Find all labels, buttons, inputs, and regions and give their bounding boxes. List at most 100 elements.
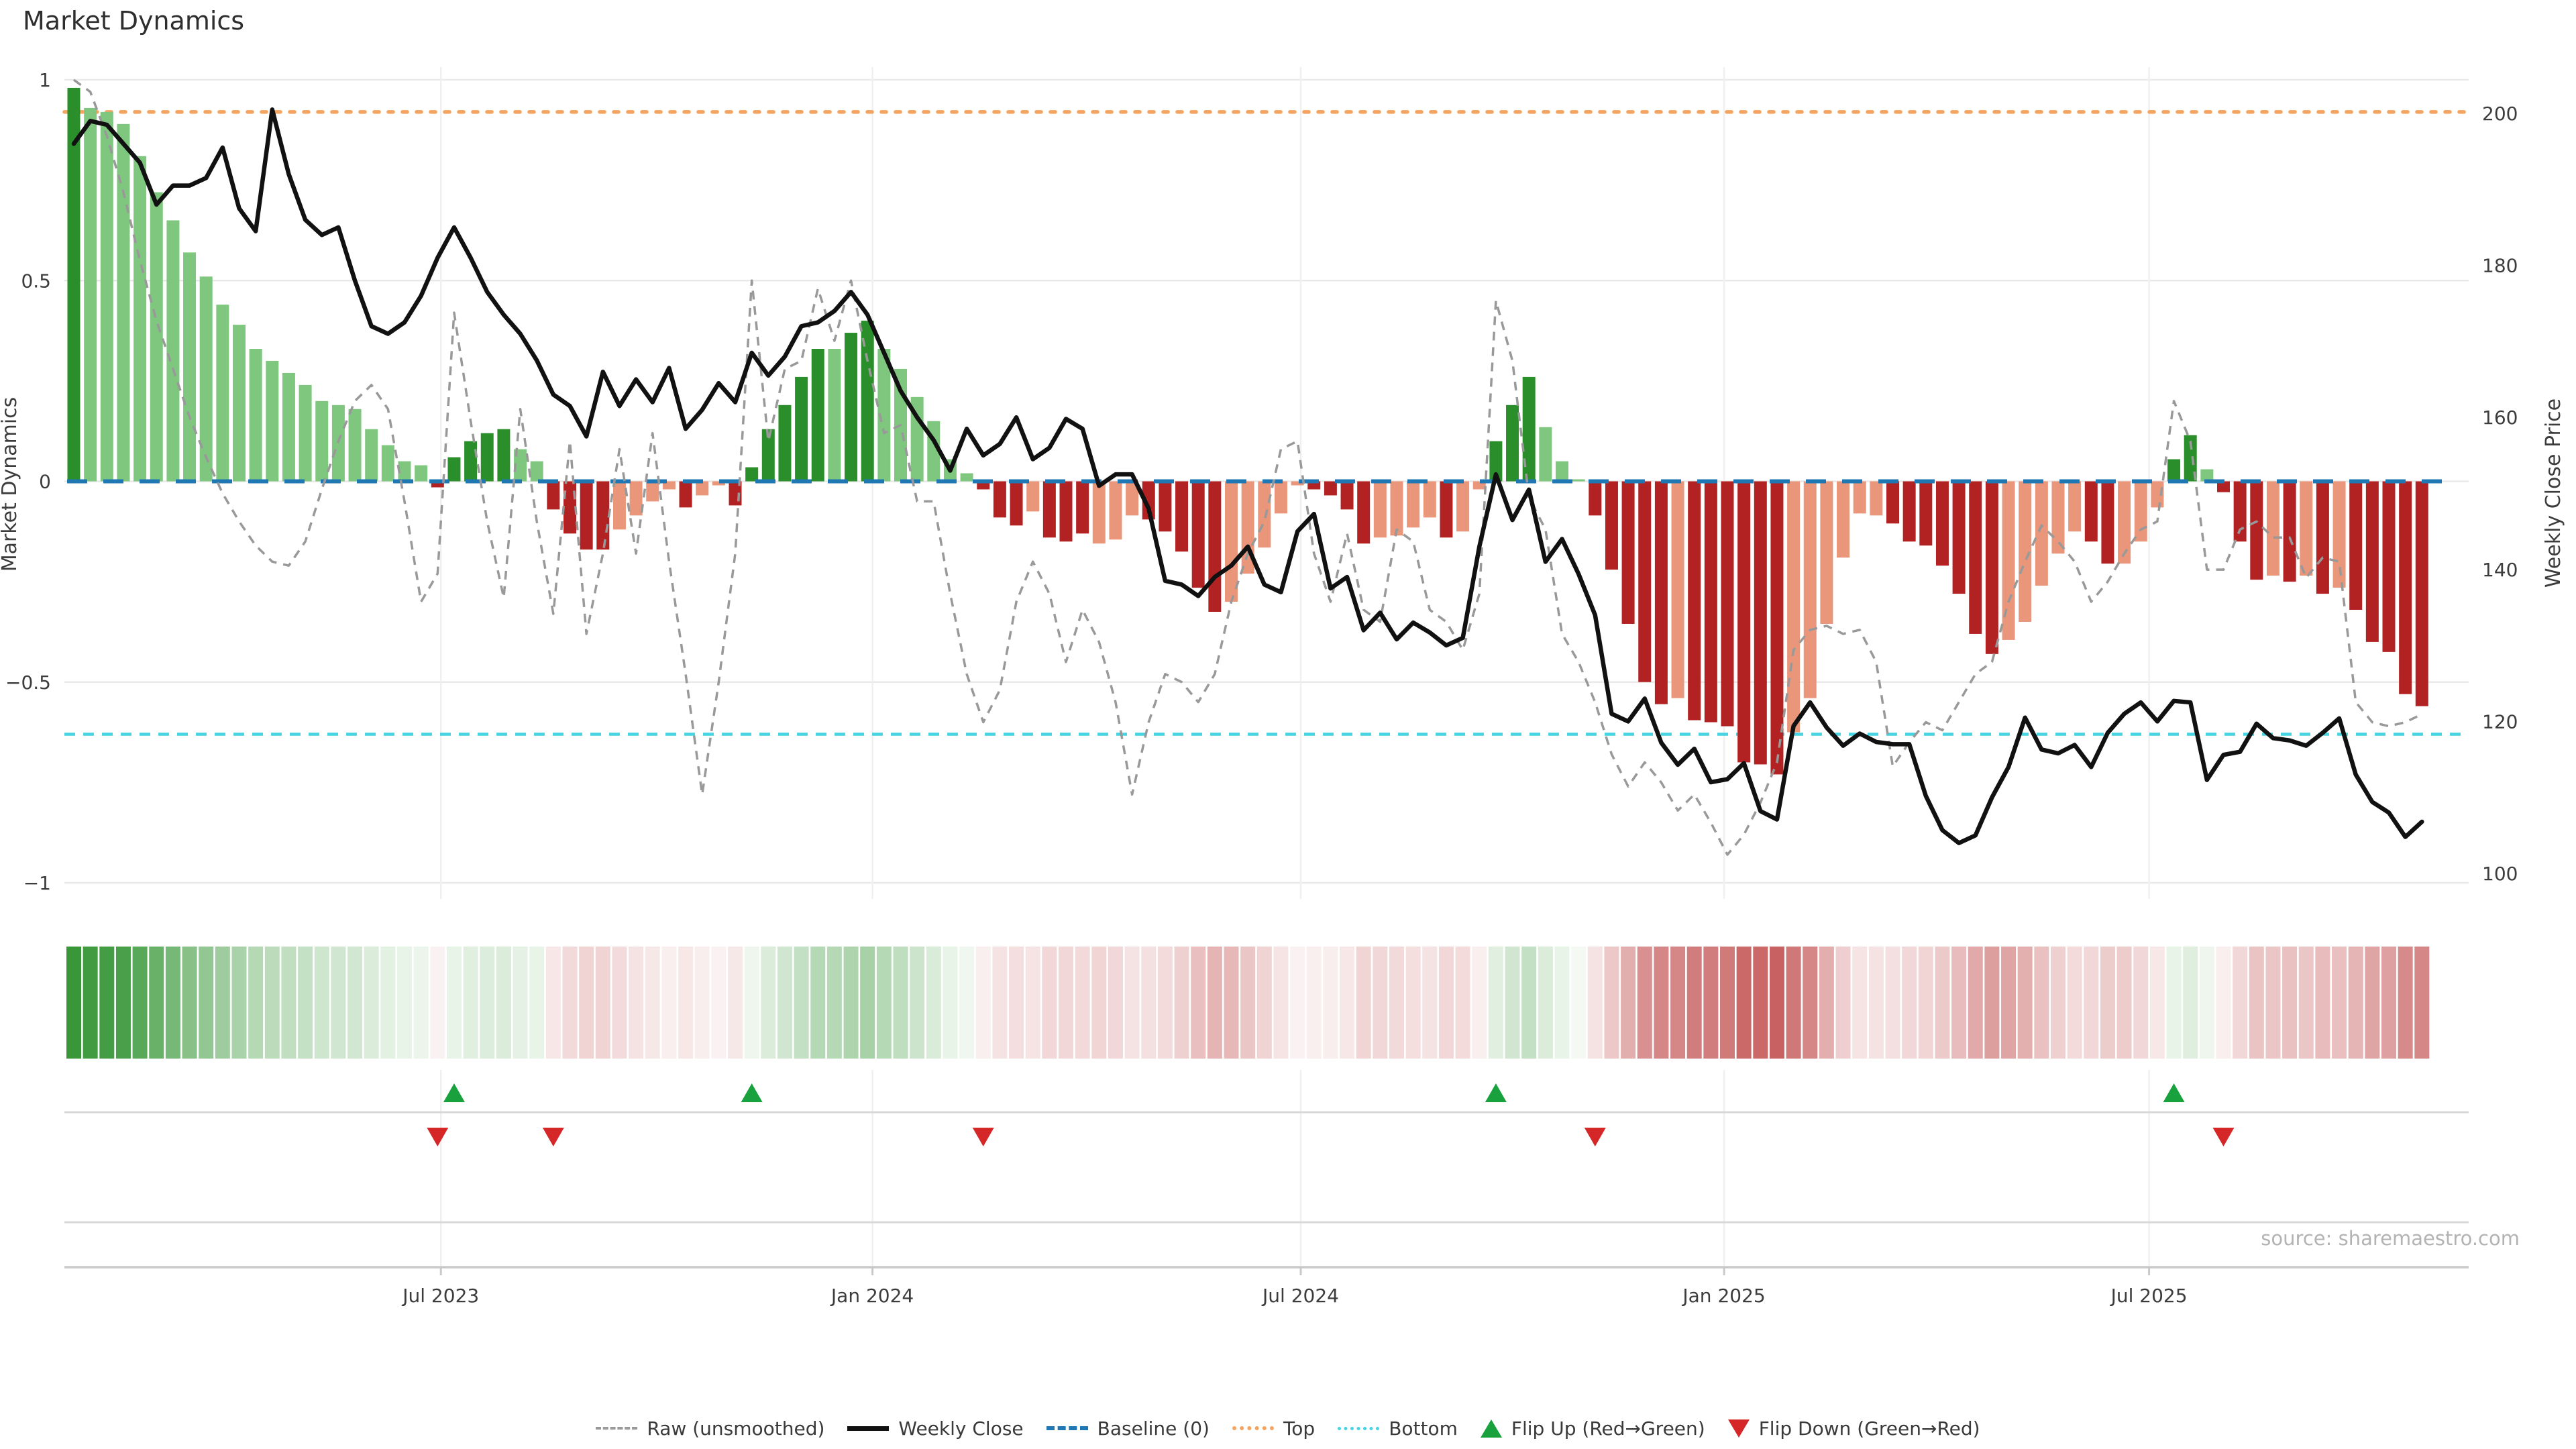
oscillator-bar [1770, 481, 1784, 775]
heatmap-cell [2398, 947, 2413, 1059]
heatmap-cell [2017, 947, 2033, 1059]
oscillator-bar [1010, 481, 1023, 526]
oscillator-bar [1026, 481, 1040, 512]
weekly-close-polyline [71, 107, 2424, 845]
oscillator-bar [1539, 427, 1552, 482]
oscillator-bar [845, 333, 858, 482]
oscillator-bar [1357, 481, 1371, 544]
heatmap-cell [2001, 947, 2017, 1059]
oscillator-bar [1274, 481, 1287, 514]
oscillator-bar [2167, 459, 2181, 482]
raw-line-swatch-icon [596, 1427, 638, 1430]
top-threshold-swatch-icon [1232, 1426, 1274, 1430]
heatmap-cell [215, 947, 230, 1059]
x-date-label: Jan 2025 [1681, 1285, 1765, 1307]
oscillator-bar [1820, 481, 1833, 624]
heatmap-cell [496, 947, 511, 1059]
heatmap-cell [2084, 947, 2099, 1059]
heatmap-cell [777, 947, 792, 1059]
right-axis-title: Weekly Close Price [2542, 398, 2565, 588]
bottom-threshold-swatch-icon [1338, 1426, 1380, 1430]
heatmap-cell [463, 947, 478, 1059]
oscillator-bar [1572, 479, 1585, 482]
oscillator-bar [117, 123, 130, 482]
heatmap-cell [959, 947, 975, 1059]
heatmap-cell [149, 947, 164, 1059]
heatmap-cell [1769, 947, 1784, 1059]
oscillator-bar [1191, 481, 1205, 588]
oscillator-bar [1159, 481, 1172, 532]
oscillator-bar [1688, 481, 1701, 720]
heatmap-cell [264, 947, 280, 1059]
heatmap-cell [2249, 947, 2264, 1059]
heatmap-cell [1240, 947, 1256, 1059]
heatmap-cell [1141, 947, 1157, 1059]
oscillator-bar [612, 481, 626, 530]
oscillator-bar [778, 405, 792, 482]
heatmap-cell [1340, 947, 1355, 1059]
oscillator-bar [1803, 481, 1817, 698]
heatmap-cell [115, 947, 131, 1059]
oscillator-bar [1225, 481, 1238, 602]
heatmap-cell [1587, 947, 1603, 1059]
heatmap-cell [248, 947, 264, 1059]
oscillator-bar [67, 87, 80, 482]
flip-down-marker-icon [972, 1128, 994, 1146]
oscillator-bar [795, 376, 808, 482]
heatmap-cell [2414, 947, 2430, 1059]
heatmap-cell [1720, 947, 1735, 1059]
close-line-swatch-icon [847, 1426, 890, 1431]
legend-label: Weekly Close [898, 1417, 1024, 1440]
oscillator-bar [2316, 481, 2329, 594]
heatmap-cell [1389, 947, 1404, 1059]
oscillator-bar [2382, 481, 2396, 652]
oscillator-bar [1042, 481, 1056, 538]
weekly-close-line [71, 107, 2424, 845]
heatmap-cell [1405, 947, 1421, 1059]
heatmap-cell [1868, 947, 1884, 1059]
oscillator-bar [249, 348, 262, 482]
heatmap-cell [314, 947, 329, 1059]
oscillator-bar [2035, 481, 2048, 586]
heatmap-cell [1835, 947, 1851, 1059]
heatmap-cell [1256, 947, 1272, 1059]
oscillator-bar [993, 481, 1006, 518]
heatmap-cell [595, 947, 610, 1059]
heatmap-cell [1571, 947, 1587, 1059]
heatmap-cell [2315, 947, 2330, 1059]
oscillator-bar [1589, 481, 1602, 516]
oscillator-bar [2019, 481, 2032, 622]
oscillator-bar [1556, 461, 1568, 482]
heatmap-cell [926, 947, 941, 1059]
heatmap-cell [1323, 947, 1338, 1059]
x-date-label: Jul 2025 [2110, 1285, 2188, 1307]
oscillator-bar [1307, 481, 1321, 490]
flip-down-marker-icon [2212, 1128, 2235, 1146]
oscillator-bar [447, 457, 461, 482]
oscillator-bar [1076, 481, 1089, 534]
oscillator-bar [1109, 481, 1122, 540]
oscillator-bar [2134, 481, 2147, 542]
oscillator-bar [1506, 405, 1519, 482]
oscillator-bar [133, 156, 147, 482]
heatmap-cell [694, 947, 710, 1059]
heatmap-cell [1108, 947, 1123, 1059]
heatmap-cell [1091, 947, 1107, 1059]
oscillator-bar [1837, 481, 1850, 558]
flip-up-marker-icon [2163, 1083, 2185, 1102]
flip-down-marker-icon [1584, 1128, 1606, 1146]
oscillator-bar [1704, 481, 1717, 722]
baseline-swatch-icon [1046, 1426, 1088, 1430]
oscillator-bar [564, 481, 576, 534]
oscillator-bar [1472, 481, 1486, 490]
legend-label: Baseline (0) [1097, 1417, 1210, 1440]
legend-item-flip-up: Flip Up (Red→Green) [1480, 1417, 1705, 1440]
heatmap-cell [2116, 947, 2132, 1059]
oscillator-bar [299, 384, 312, 482]
heatmap-cell [794, 947, 809, 1059]
heatmap-cell [1538, 947, 1553, 1059]
heatmap-cell [1505, 947, 1520, 1059]
oscillator-bar [2118, 481, 2131, 564]
oscillator-bar [2084, 481, 2098, 542]
oscillator-bar [480, 433, 494, 482]
